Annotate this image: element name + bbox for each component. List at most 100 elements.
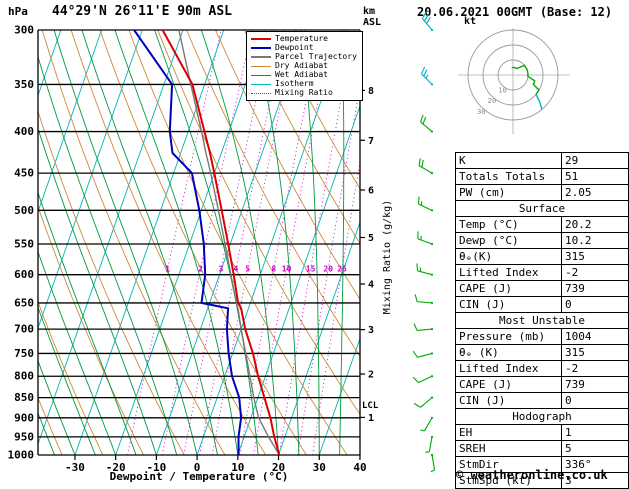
panel-section-header: Most Unstable [456,313,629,329]
panel-row-value: 5 [562,441,629,457]
mixing-axis-label: Mixing Ratio (g/kg) [382,200,393,314]
pressure-tick-label: 550 [14,237,34,250]
mixing-ratio-value-label: 15 [306,265,316,274]
hodograph-ring-label: 20 [488,97,496,105]
mixing-ratio-value-label: 1 [165,265,170,274]
panel-row-label: CIN (J) [456,297,562,313]
legend-line-sample [251,47,271,49]
lcl-label: LCL [362,401,379,411]
panel-row-label: CAPE (J) [456,281,562,297]
km-tick-label: 8 [368,86,374,97]
pressure-tick-label: 850 [14,391,34,404]
panel-row-label: θₑ (K) [456,345,562,361]
wind-barb-column [413,12,434,472]
legend-item-label: Dry Adiabat [275,62,328,70]
legend-item: Wet Adiabat [251,71,358,79]
mixing-ratio-value-label: 4 [233,265,238,274]
panel-row-label: CIN (J) [456,393,562,409]
panel-row: Temp (°C)20.2 [456,217,629,233]
km-tick-label: 4 [368,279,374,290]
panel-row: Dewp (°C)10.2 [456,233,629,249]
panel-row-label: Temp (°C) [456,217,562,233]
mixing-ratio-value-label: 10 [282,265,292,274]
panel-row-label: Lifted Index [456,265,562,281]
mixing-ratio-value-label: 8 [271,265,276,274]
copyright-link[interactable]: © weatheronline.co.uk [456,468,608,482]
panel-row-label: K [456,153,562,169]
panel-row: θₑ (K)315 [456,345,629,361]
panel-section-header: Surface [456,201,629,217]
panel-row-value: -2 [562,265,629,281]
km-tick-label: 5 [368,233,374,244]
panel-row: θₑ(K)315 [456,249,629,265]
hodograph-ring-label: 10 [498,87,506,95]
legend-item: Parcel Trajectory [251,53,358,61]
temp-tick-label: 40 [353,461,366,474]
pressure-tick-label: 1000 [8,449,35,462]
pressure-tick-label: 800 [14,370,34,383]
legend-item-label: Dewpoint [275,44,314,52]
legend-line-sample [251,66,271,67]
pressure-tick-label: 450 [14,167,34,180]
mixing-ratio-value-label: 5 [245,265,250,274]
pressure-tick-label: 700 [14,323,34,336]
panel-row-label: θₑ(K) [456,249,562,265]
panel-row-label: Pressure (mb) [456,329,562,345]
panel-row-value: 0 [562,297,629,313]
panel-section-title: Most Unstable [456,313,629,329]
panel-row-value: 10.2 [562,233,629,249]
panel-row: Pressure (mb)1004 [456,329,629,345]
mixing-ratio-value-label: 3 [218,265,223,274]
legend-item: Isotherm [251,80,358,88]
panel-row-label: CAPE (J) [456,377,562,393]
temp-tick-label: -30 [65,461,85,474]
panel-row-value: 739 [562,377,629,393]
pressure-tick-label: 650 [14,296,34,309]
panel-row: Lifted Index-2 [456,361,629,377]
panel-row: CIN (J)0 [456,297,629,313]
panel-row-value: -2 [562,361,629,377]
panel-row-label: PW (cm) [456,185,562,201]
pressure-tick-label: 600 [14,268,34,281]
panel-row-value: 0 [562,393,629,409]
panel-row-value: 2.05 [562,185,629,201]
panel-row-label: SREH [456,441,562,457]
panel-row-value: 29 [562,153,629,169]
pressure-tick-label: 350 [14,78,34,91]
temp-tick-label: 30 [313,461,326,474]
panel-section-title: Hodograph [456,409,629,425]
panel-row: CAPE (J)739 [456,281,629,297]
pressure-tick-label: 900 [14,411,34,424]
pressure-tick-label: 300 [14,24,34,37]
panel-row-label: EH [456,425,562,441]
panel-row-value: 315 [562,345,629,361]
km-axis-unit: km [363,6,375,17]
panel-row-value: 20.2 [562,217,629,233]
legend-item-label: Parcel Trajectory [275,53,357,61]
pressure-tick-label: 400 [14,125,34,138]
legend-item: Dewpoint [251,44,358,52]
legend-line-sample [251,75,271,76]
legend-line-sample [251,38,271,40]
legend-item-label: Temperature [275,35,328,43]
panel-row: PW (cm)2.05 [456,185,629,201]
panel-row-value: 1004 [562,329,629,345]
pressure-tick-label: 500 [14,204,34,217]
mixing-ratio-value-label: 25 [337,265,347,274]
temp-axis-label: Dewpoint / Temperature (°C) [110,470,289,483]
panel-row-value: 1 [562,425,629,441]
panel-row: Lifted Index-2 [456,265,629,281]
km-tick-label: 6 [368,185,374,196]
km-tick-label: 7 [368,136,374,147]
legend-item-label: Mixing Ratio [275,89,333,97]
panel-row-value: 739 [562,281,629,297]
panel-row-label: Dewp (°C) [456,233,562,249]
panel-row-label: Totals Totals [456,169,562,185]
km-tick-label: 3 [368,325,374,336]
